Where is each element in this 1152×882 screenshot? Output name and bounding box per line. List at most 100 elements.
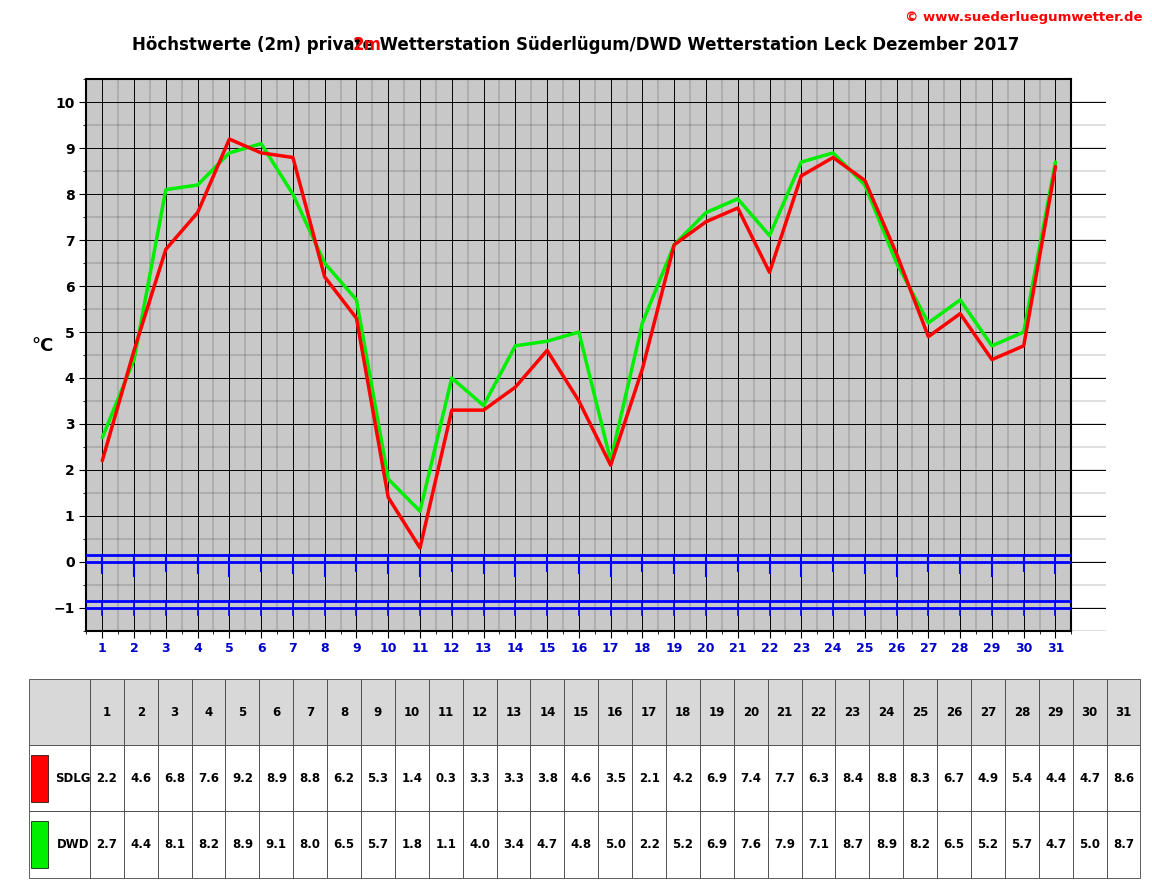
Text: 15: 15 — [574, 706, 590, 719]
Text: 4.6: 4.6 — [570, 772, 592, 785]
Text: 29: 29 — [1047, 706, 1064, 719]
Bar — [294, 811, 327, 878]
Text: 3.8: 3.8 — [537, 772, 558, 785]
Bar — [1107, 745, 1140, 811]
Text: 8.8: 8.8 — [300, 772, 320, 785]
Bar — [158, 745, 191, 811]
Bar — [903, 811, 937, 878]
Text: 5.0: 5.0 — [1079, 838, 1100, 851]
Text: 6.2: 6.2 — [334, 772, 355, 785]
Bar — [666, 745, 700, 811]
Bar — [327, 745, 361, 811]
Text: 6.9: 6.9 — [706, 772, 727, 785]
Bar — [802, 811, 835, 878]
Text: 5.4: 5.4 — [1011, 772, 1032, 785]
Bar — [1039, 811, 1073, 878]
Bar — [598, 811, 632, 878]
Text: Höchstwerte (2m) private Wetterstation Süderlügum/DWD Wetterstation Leck Dezembe: Höchstwerte (2m) private Wetterstation S… — [132, 36, 1020, 54]
Text: 5.3: 5.3 — [367, 772, 388, 785]
Text: 18: 18 — [675, 706, 691, 719]
Bar — [632, 679, 666, 745]
Bar — [666, 679, 700, 745]
Text: 7.9: 7.9 — [774, 838, 795, 851]
Text: 3: 3 — [170, 706, 179, 719]
Bar — [1073, 745, 1107, 811]
Bar — [598, 745, 632, 811]
Text: DWD: DWD — [56, 838, 89, 851]
Bar — [1107, 811, 1140, 878]
Bar — [870, 811, 903, 878]
Text: 6.5: 6.5 — [334, 838, 355, 851]
Bar — [903, 679, 937, 745]
Text: 9: 9 — [374, 706, 382, 719]
Text: 1: 1 — [103, 706, 111, 719]
Text: 4.8: 4.8 — [570, 838, 592, 851]
Text: 21: 21 — [776, 706, 793, 719]
Bar — [294, 745, 327, 811]
Bar — [429, 679, 463, 745]
Text: 8.4: 8.4 — [842, 772, 863, 785]
Bar — [1039, 745, 1073, 811]
Text: 28: 28 — [1014, 706, 1030, 719]
Text: 5.2: 5.2 — [978, 838, 999, 851]
Bar — [530, 811, 564, 878]
Text: 4.6: 4.6 — [130, 772, 151, 785]
Text: 8.1: 8.1 — [165, 838, 185, 851]
Text: 9.2: 9.2 — [232, 772, 253, 785]
Text: 27: 27 — [980, 706, 996, 719]
Text: 8.2: 8.2 — [910, 838, 931, 851]
Bar — [226, 679, 259, 745]
Text: 7.7: 7.7 — [774, 772, 795, 785]
Bar — [90, 679, 123, 745]
Text: 8.7: 8.7 — [1113, 838, 1134, 851]
Text: 3.4: 3.4 — [503, 838, 524, 851]
Text: 19: 19 — [708, 706, 725, 719]
Text: 4.7: 4.7 — [537, 838, 558, 851]
Text: 0.3: 0.3 — [435, 772, 456, 785]
Text: 8.9: 8.9 — [876, 838, 897, 851]
Bar — [123, 745, 158, 811]
Bar — [1039, 679, 1073, 745]
Text: 2.2: 2.2 — [97, 772, 118, 785]
Text: 8.9: 8.9 — [266, 772, 287, 785]
Text: 4.4: 4.4 — [1045, 772, 1067, 785]
Bar — [666, 811, 700, 878]
Text: 8: 8 — [340, 706, 348, 719]
Bar — [1005, 745, 1039, 811]
Bar — [259, 811, 294, 878]
Text: 4.7: 4.7 — [1045, 838, 1067, 851]
Bar — [191, 679, 226, 745]
Text: 7.4: 7.4 — [741, 772, 761, 785]
Bar — [632, 811, 666, 878]
Text: 7: 7 — [306, 706, 314, 719]
Text: 1.8: 1.8 — [401, 838, 423, 851]
Bar — [1073, 811, 1107, 878]
Text: 7.6: 7.6 — [741, 838, 761, 851]
Bar — [31, 821, 48, 868]
Bar — [802, 679, 835, 745]
Text: 5.7: 5.7 — [1011, 838, 1032, 851]
Text: 22: 22 — [810, 706, 827, 719]
Text: 6.3: 6.3 — [808, 772, 829, 785]
Text: 8.2: 8.2 — [198, 838, 219, 851]
Bar — [463, 811, 497, 878]
Bar — [123, 679, 158, 745]
Bar — [564, 811, 598, 878]
Text: 8.0: 8.0 — [300, 838, 320, 851]
Text: 5.0: 5.0 — [605, 838, 626, 851]
Bar — [1107, 679, 1140, 745]
Bar — [870, 679, 903, 745]
Bar — [734, 811, 767, 878]
Bar — [226, 745, 259, 811]
Text: 8.9: 8.9 — [232, 838, 253, 851]
Text: 5.7: 5.7 — [367, 838, 388, 851]
Bar — [530, 745, 564, 811]
Bar — [937, 745, 971, 811]
Text: 14: 14 — [539, 706, 555, 719]
Bar — [395, 811, 429, 878]
Text: © www.suederluegumwetter.de: © www.suederluegumwetter.de — [905, 11, 1143, 24]
Bar — [971, 679, 1005, 745]
Bar — [971, 811, 1005, 878]
Text: 8.3: 8.3 — [910, 772, 931, 785]
Text: 17: 17 — [641, 706, 658, 719]
